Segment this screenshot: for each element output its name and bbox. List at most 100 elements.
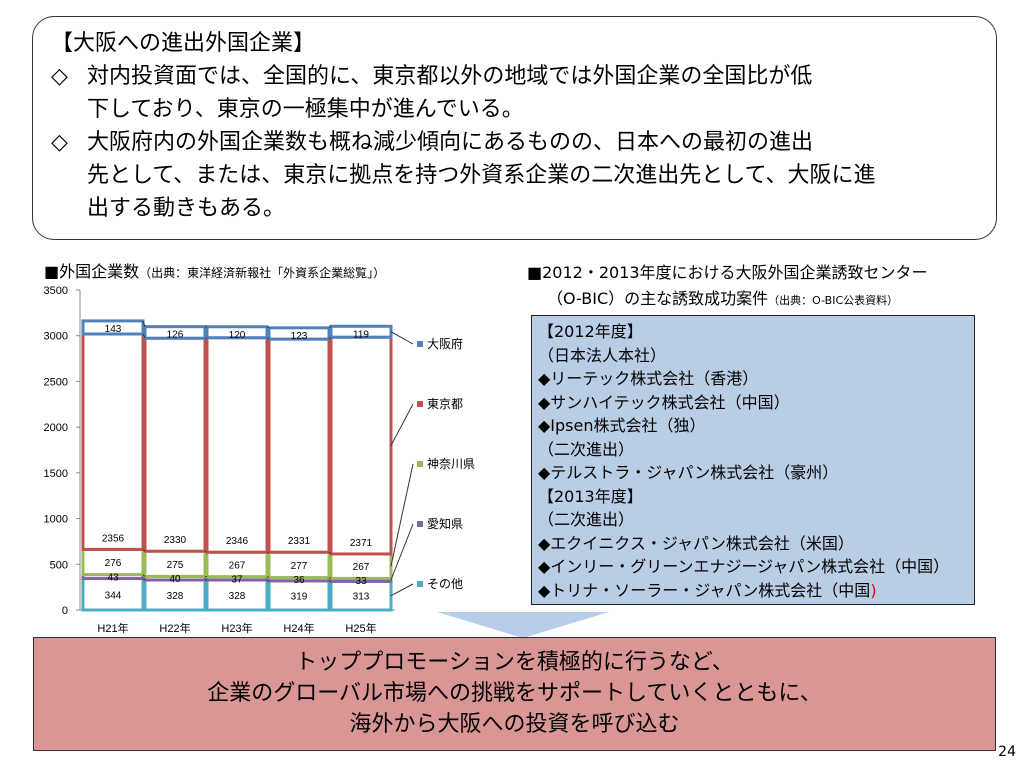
series-line xyxy=(328,551,332,555)
case-text: ◆Ipsen株式会社（独） xyxy=(538,416,706,435)
y-tick-label: 3000 xyxy=(44,331,68,343)
legend-leader-line xyxy=(390,523,414,581)
case-row: 【2012年度】 xyxy=(538,320,974,344)
series-line xyxy=(328,325,332,329)
series-line xyxy=(328,336,332,340)
legend-swatch xyxy=(417,521,423,527)
data-label: 43 xyxy=(107,573,119,584)
bar-segment xyxy=(267,326,331,341)
case-row: ◆インリー・グリーンエナジージャパン株式会社（中国） xyxy=(538,555,974,579)
x-tick-label: H22年 xyxy=(159,621,190,635)
legend-swatch xyxy=(417,401,423,407)
data-label: 120 xyxy=(229,330,246,341)
y-tick-label: 1500 xyxy=(44,468,68,480)
series-line xyxy=(266,579,270,582)
legend-swatch xyxy=(417,461,423,467)
case-row: 【2013年度】 xyxy=(538,485,974,509)
legend-label: 大阪府 xyxy=(427,336,463,351)
data-label: 123 xyxy=(291,331,308,342)
legend-leader-line xyxy=(390,331,414,345)
case-row: ◆トリナ・ソーラー・ジャパン株式会社（中国) xyxy=(538,579,974,603)
page-number: 24 xyxy=(998,744,1016,760)
y-tick-label: 500 xyxy=(50,559,68,571)
case-text: ◆トリナ・ソーラー・ジャパン株式会社（中国 xyxy=(538,580,871,600)
diamond-bullet-icon: ◇ xyxy=(51,64,68,89)
data-label: 143 xyxy=(105,324,122,335)
series-line xyxy=(328,580,332,582)
case-text: （二次進出） xyxy=(538,510,635,529)
data-label: 277 xyxy=(291,561,308,572)
case-text: ◆テルストラ・ジャパン株式会社（豪州） xyxy=(538,463,839,482)
legend-leader-line xyxy=(390,583,414,597)
series-line xyxy=(328,577,332,579)
case-row: （二次進出） xyxy=(538,508,974,532)
legend-leader-line xyxy=(390,463,414,567)
case-row: ◆エクイニクス・ジャパン株式会社（米国） xyxy=(538,532,974,556)
data-label: 276 xyxy=(105,558,122,569)
bullet-1-line-1: 対内投資面では、全国的に、東京都以外の地域では外国企業の全国比が低 xyxy=(87,64,813,89)
stacked-bar-chart: 0 500 1000 1500 2000 2500 3000 3500 H21年 344 43 276… xyxy=(44,285,476,635)
data-label: 2346 xyxy=(226,536,249,547)
bar-segment xyxy=(143,325,207,340)
bar-segment xyxy=(81,332,145,551)
data-label: 119 xyxy=(353,329,369,340)
data-label: 2330 xyxy=(164,535,187,546)
data-label: 40 xyxy=(169,574,181,585)
summary-bullet-2: ◇ 大阪府内の外国企業数も概ね減少傾向にあるものの、日本への最初の進出 先として… xyxy=(51,126,978,225)
bar-segment xyxy=(143,578,207,612)
data-label: 126 xyxy=(167,330,184,341)
legend-swatch xyxy=(417,581,423,587)
series-line xyxy=(266,576,270,578)
case-text: 【2012年度】 xyxy=(538,322,643,341)
conclusion-line-2: 企業のグローバル市場への挑戦をサポートしていくとともに、 xyxy=(207,681,822,706)
data-label: 2331 xyxy=(288,536,311,547)
y-tick-label: 0 xyxy=(62,605,68,617)
series-line xyxy=(142,320,146,327)
case-row: ◆リーテック株式会社（香港） xyxy=(538,367,974,391)
conclusion-box: トッププロモーションを積極的に行うなど、 企業のグローバル市場への挑戦をサポート… xyxy=(33,637,996,751)
conclusion-line-3: 海外から大阪への投資を呼び込む xyxy=(349,712,680,737)
y-tick-label: 1000 xyxy=(44,514,68,526)
bar-segment xyxy=(81,577,145,612)
legend-label: 神奈川県 xyxy=(427,457,475,471)
data-label: 2356 xyxy=(102,533,125,544)
data-label: 328 xyxy=(167,591,184,602)
chart-title: ■外国企業数（出典：東洋経済新報社「外資系企業総覧」） xyxy=(44,258,385,282)
bullet-2-line-1: 大阪府内の外国企業数も概ね減少傾向にあるものの、日本への最初の進出 xyxy=(87,130,814,155)
summary-title: 【大阪への進出外国企業】 xyxy=(51,31,316,56)
legend-swatch xyxy=(417,341,423,347)
bar-segment xyxy=(267,337,331,554)
x-tick-label: H24年 xyxy=(283,621,314,635)
bullet-1-line-2: 下しており、東京の一極集中が進んでいる。 xyxy=(87,97,524,122)
data-label: 328 xyxy=(229,591,246,602)
series-line xyxy=(266,337,270,340)
series-line xyxy=(142,578,146,581)
chart-title-text: ■外国企業数 xyxy=(44,262,140,281)
y-tick-label: 2000 xyxy=(44,422,68,434)
bar-segment xyxy=(329,335,393,556)
case-text: ◆エクイニクス・ジャパン株式会社（米国） xyxy=(538,533,854,553)
case-row: （二次進出） xyxy=(538,438,974,462)
summary-bullet-1: ◇ 対内投資面では、全国的に、東京都以外の地域では外国企業の全国比が低 下してお… xyxy=(51,60,978,126)
y-tick-label: 2500 xyxy=(44,376,68,388)
case-row: （日本法人本社） xyxy=(538,344,974,368)
bar-segment xyxy=(81,319,145,336)
data-label: 2371 xyxy=(350,538,373,549)
bar-segment xyxy=(205,578,269,612)
cases-title: ■2012・2013年度における大阪外国企業誘致センター （O-BIC）の主な誘… xyxy=(527,260,997,314)
bullet-2-line-2: 先として、または、東京に拠点を持つ外資系企業の二次進出先として、大阪に進 xyxy=(87,163,876,188)
bar-segment xyxy=(329,579,393,612)
case-red-suffix: ) xyxy=(870,580,877,600)
case-row: ◆テルストラ・ジャパン株式会社（豪州） xyxy=(538,461,974,485)
legend-label: 愛知県 xyxy=(427,517,463,531)
case-text: 【2013年度】 xyxy=(538,486,643,506)
series-line xyxy=(142,574,146,577)
x-tick-label: H23年 xyxy=(221,621,252,635)
cases-source: （出典：O-BIC公表資料） xyxy=(768,294,899,307)
data-label: 275 xyxy=(167,560,184,571)
series-line xyxy=(142,333,146,339)
legend-leader-line xyxy=(390,403,414,446)
bullet-2-line-3: 出する動きもある。 xyxy=(87,196,286,221)
chart-source: （出典：東洋経済新報社「外資系企業総覧」） xyxy=(139,266,386,280)
down-arrow-icon xyxy=(437,612,609,638)
